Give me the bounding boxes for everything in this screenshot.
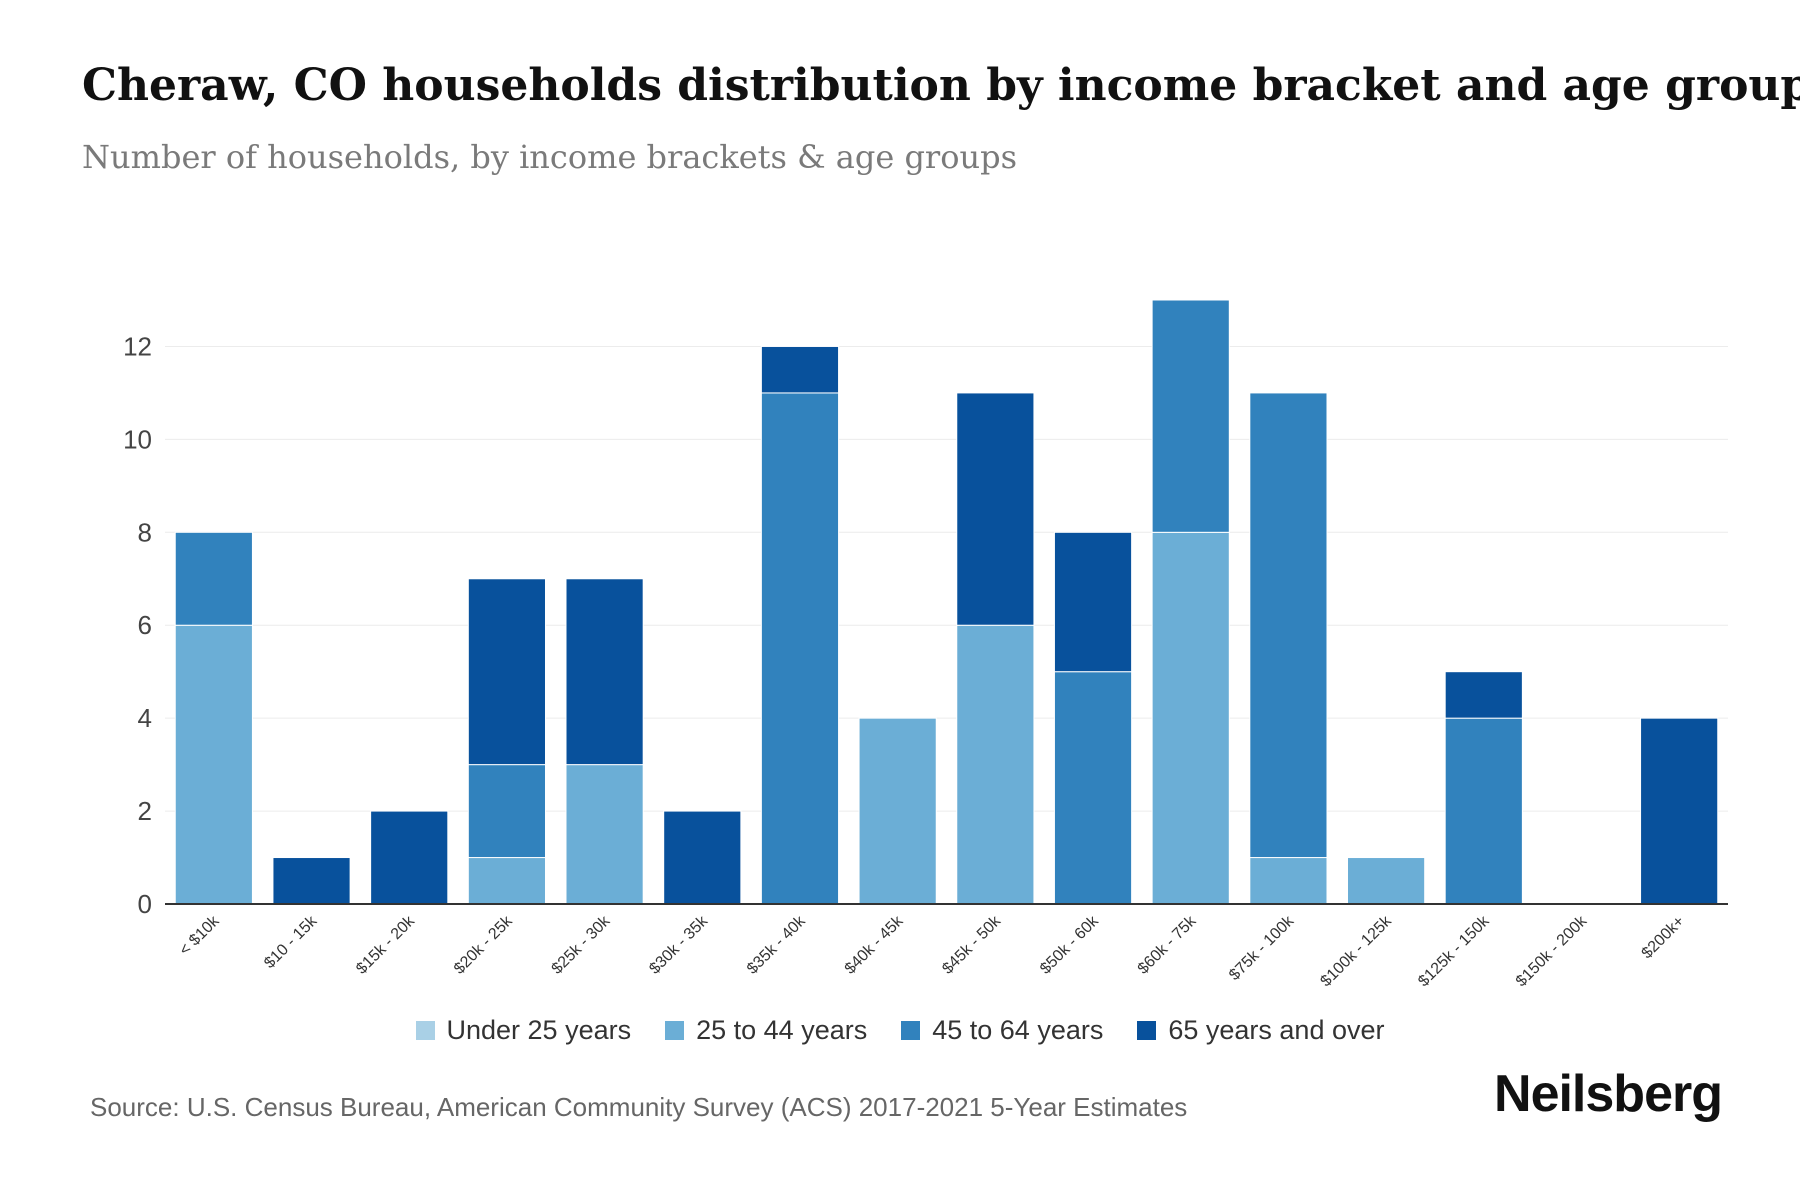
x-tick-label: $35k - 40k [744, 912, 810, 978]
bar-45-to-64-years-6 [760, 392, 840, 905]
bars [174, 299, 1719, 905]
y-tick-label: 12 [123, 331, 152, 361]
bar-45-to-64-years-0 [174, 531, 253, 626]
bar-25-to-44-years-4 [565, 764, 644, 905]
x-axis-ticks: < $10k $10 - 15k $15k - 20k $20k - 25k $25k … [176, 912, 1688, 990]
chart-subtitle: Number of households, by income brackets… [82, 138, 1017, 176]
x-tick-label: $100k - 125k [1317, 912, 1395, 990]
bar-45-to-64-years-3 [467, 764, 546, 859]
bar-25-to-44-years-3 [467, 857, 546, 905]
brand-logo: Neilsberg [1494, 1065, 1723, 1123]
legend-label: 65 years and over [1168, 1015, 1385, 1045]
x-tick-label: $125k - 150k [1415, 912, 1493, 990]
y-tick-label: 6 [138, 610, 152, 640]
bar-45-to-64-years-9 [1053, 671, 1133, 905]
bar-65-years-and-over-15 [1640, 717, 1719, 905]
legend-item: 65 years and over [1137, 1015, 1385, 1046]
legend-item: 25 to 44 years [665, 1015, 867, 1046]
legend-item: 45 to 64 years [901, 1015, 1103, 1046]
stacked-bar-chart: 0 2 4 6 8 10 12 < $10k $10 - 15k $15k - 20k $20k … [123, 299, 1728, 990]
bar-45-to-64-years-11 [1249, 392, 1328, 859]
x-tick-label: $150k - 200k [1513, 912, 1591, 990]
x-tick-label: $20k - 25k [451, 912, 517, 978]
x-tick-label: < $10k [176, 912, 223, 959]
bar-65-years-and-over-1 [272, 857, 351, 905]
bar-65-years-and-over-13 [1444, 671, 1523, 719]
legend-label: 25 to 44 years [696, 1015, 868, 1045]
source-note: Source: U.S. Census Bureau, American Com… [90, 1092, 1188, 1122]
legend-label: 45 to 64 years [932, 1015, 1104, 1045]
legend-swatch [901, 1021, 921, 1040]
y-tick-label: 0 [138, 889, 152, 919]
bar-65-years-and-over-6 [760, 345, 840, 394]
x-tick-label: $50k - 60k [1037, 912, 1103, 978]
bar-25-to-44-years-7 [858, 717, 937, 905]
x-tick-label: $60k - 75k [1135, 912, 1201, 978]
bar-25-to-44-years-10 [1151, 531, 1230, 905]
x-tick-label: $15k - 20k [353, 912, 419, 978]
bar-25-to-44-years-11 [1249, 857, 1328, 905]
legend-label: Under 25 years [446, 1015, 632, 1045]
chart-title: Cheraw, CO households distribution by in… [82, 60, 1800, 111]
bar-65-years-and-over-2 [370, 810, 449, 905]
y-tick-label: 10 [123, 424, 152, 454]
bar-65-years-and-over-8 [956, 392, 1035, 626]
bar-25-to-44-years-12 [1347, 857, 1426, 905]
y-tick-label: 2 [138, 796, 152, 826]
bar-25-to-44-years-0 [174, 624, 253, 905]
legend-swatch [665, 1021, 685, 1040]
x-tick-label: $200k+ [1639, 913, 1688, 962]
x-tick-label: $30k - 35k [646, 912, 712, 978]
x-tick-label: $40k - 45k [842, 912, 908, 978]
y-tick-label: 8 [138, 517, 152, 547]
x-tick-label: $45k - 50k [939, 912, 1005, 978]
legend-swatch [415, 1021, 435, 1040]
bar-45-to-64-years-10 [1151, 299, 1230, 533]
bar-25-to-44-years-8 [956, 624, 1035, 905]
legend: Under 25 years 25 to 44 years 45 to 64 yea… [0, 1015, 1800, 1046]
bar-45-to-64-years-13 [1444, 717, 1523, 905]
bar-65-years-and-over-5 [663, 810, 742, 905]
x-tick-label: $25k - 30k [549, 912, 615, 978]
legend-item: Under 25 years [415, 1015, 632, 1046]
x-tick-label: $75k - 100k [1226, 912, 1298, 984]
bar-65-years-and-over-3 [467, 578, 546, 766]
y-axis-ticks: 0 2 4 6 8 10 12 [123, 331, 152, 919]
bar-65-years-and-over-4 [565, 578, 644, 766]
bar-65-years-and-over-9 [1053, 531, 1133, 673]
y-tick-label: 4 [138, 703, 152, 733]
legend-swatch [1137, 1021, 1157, 1040]
x-tick-label: $10 - 15k [261, 912, 321, 972]
